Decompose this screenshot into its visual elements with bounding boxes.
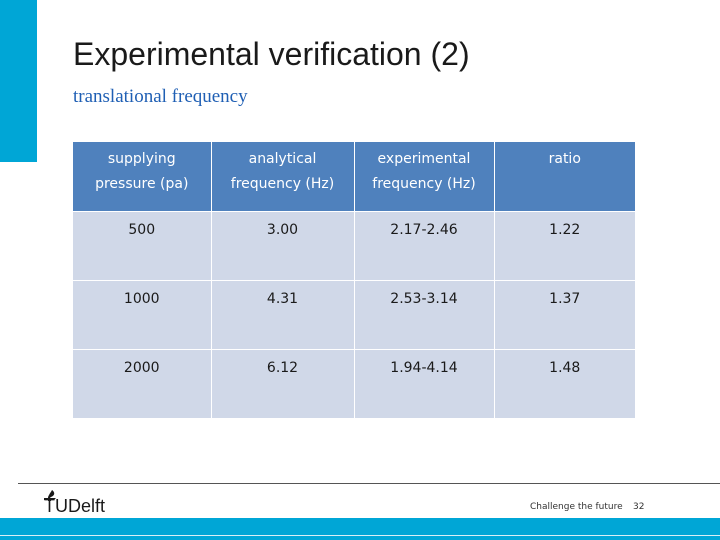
- cell-ratio: 1.48: [494, 348, 635, 418]
- slide-subtitle: translational frequency: [73, 86, 248, 107]
- cell-experimental: 2.53-3.14: [354, 279, 495, 349]
- table-row: 1000 4.31 2.53-3.14 1.37: [73, 279, 635, 349]
- header-line: supplying: [107, 151, 176, 167]
- header-ratio: ratio: [494, 142, 635, 211]
- cell-analytical: 4.31: [211, 279, 355, 349]
- tudelft-logo: TUDelft: [44, 496, 106, 516]
- header-line: analytical: [248, 151, 317, 167]
- accent-bar: [0, 0, 37, 162]
- footer-accent-bar: [0, 518, 720, 540]
- header-line: pressure (pa): [95, 176, 189, 192]
- cell-pressure: 2000: [73, 348, 212, 418]
- results-table: supplying pressure (pa) analytical frequ…: [73, 142, 635, 418]
- slide-title: Experimental verification (2): [73, 36, 470, 72]
- cell-experimental: 1.94-4.14: [354, 348, 495, 418]
- footer-divider: [18, 483, 720, 484]
- header-line: frequency (Hz): [372, 176, 476, 192]
- header-analytical-frequency: analytical frequency (Hz): [211, 142, 355, 211]
- cell-ratio: 1.37: [494, 279, 635, 349]
- header-line: frequency (Hz): [230, 176, 335, 192]
- footer-tagline: Challenge the future: [530, 502, 623, 512]
- table-header-row: supplying pressure (pa) analytical frequ…: [73, 142, 635, 211]
- footer-accent-line: [0, 535, 720, 536]
- cell-pressure: 500: [73, 210, 212, 280]
- header-line: ratio: [548, 151, 581, 167]
- cell-pressure: 1000: [73, 279, 212, 349]
- table-row: 500 3.00 2.17-2.46 1.22: [73, 210, 635, 280]
- table-row: 2000 6.12 1.94-4.14 1.48: [73, 348, 635, 418]
- page-number: 32: [633, 502, 645, 512]
- header-experimental-frequency: experimental frequency (Hz): [354, 142, 495, 211]
- flame-icon: [44, 490, 56, 501]
- cell-analytical: 3.00: [211, 210, 355, 280]
- cell-experimental: 2.17-2.46: [354, 210, 495, 280]
- header-supplying-pressure: supplying pressure (pa): [73, 142, 212, 211]
- cell-analytical: 6.12: [211, 348, 355, 418]
- cell-ratio: 1.22: [494, 210, 635, 280]
- header-line: experimental: [377, 151, 471, 167]
